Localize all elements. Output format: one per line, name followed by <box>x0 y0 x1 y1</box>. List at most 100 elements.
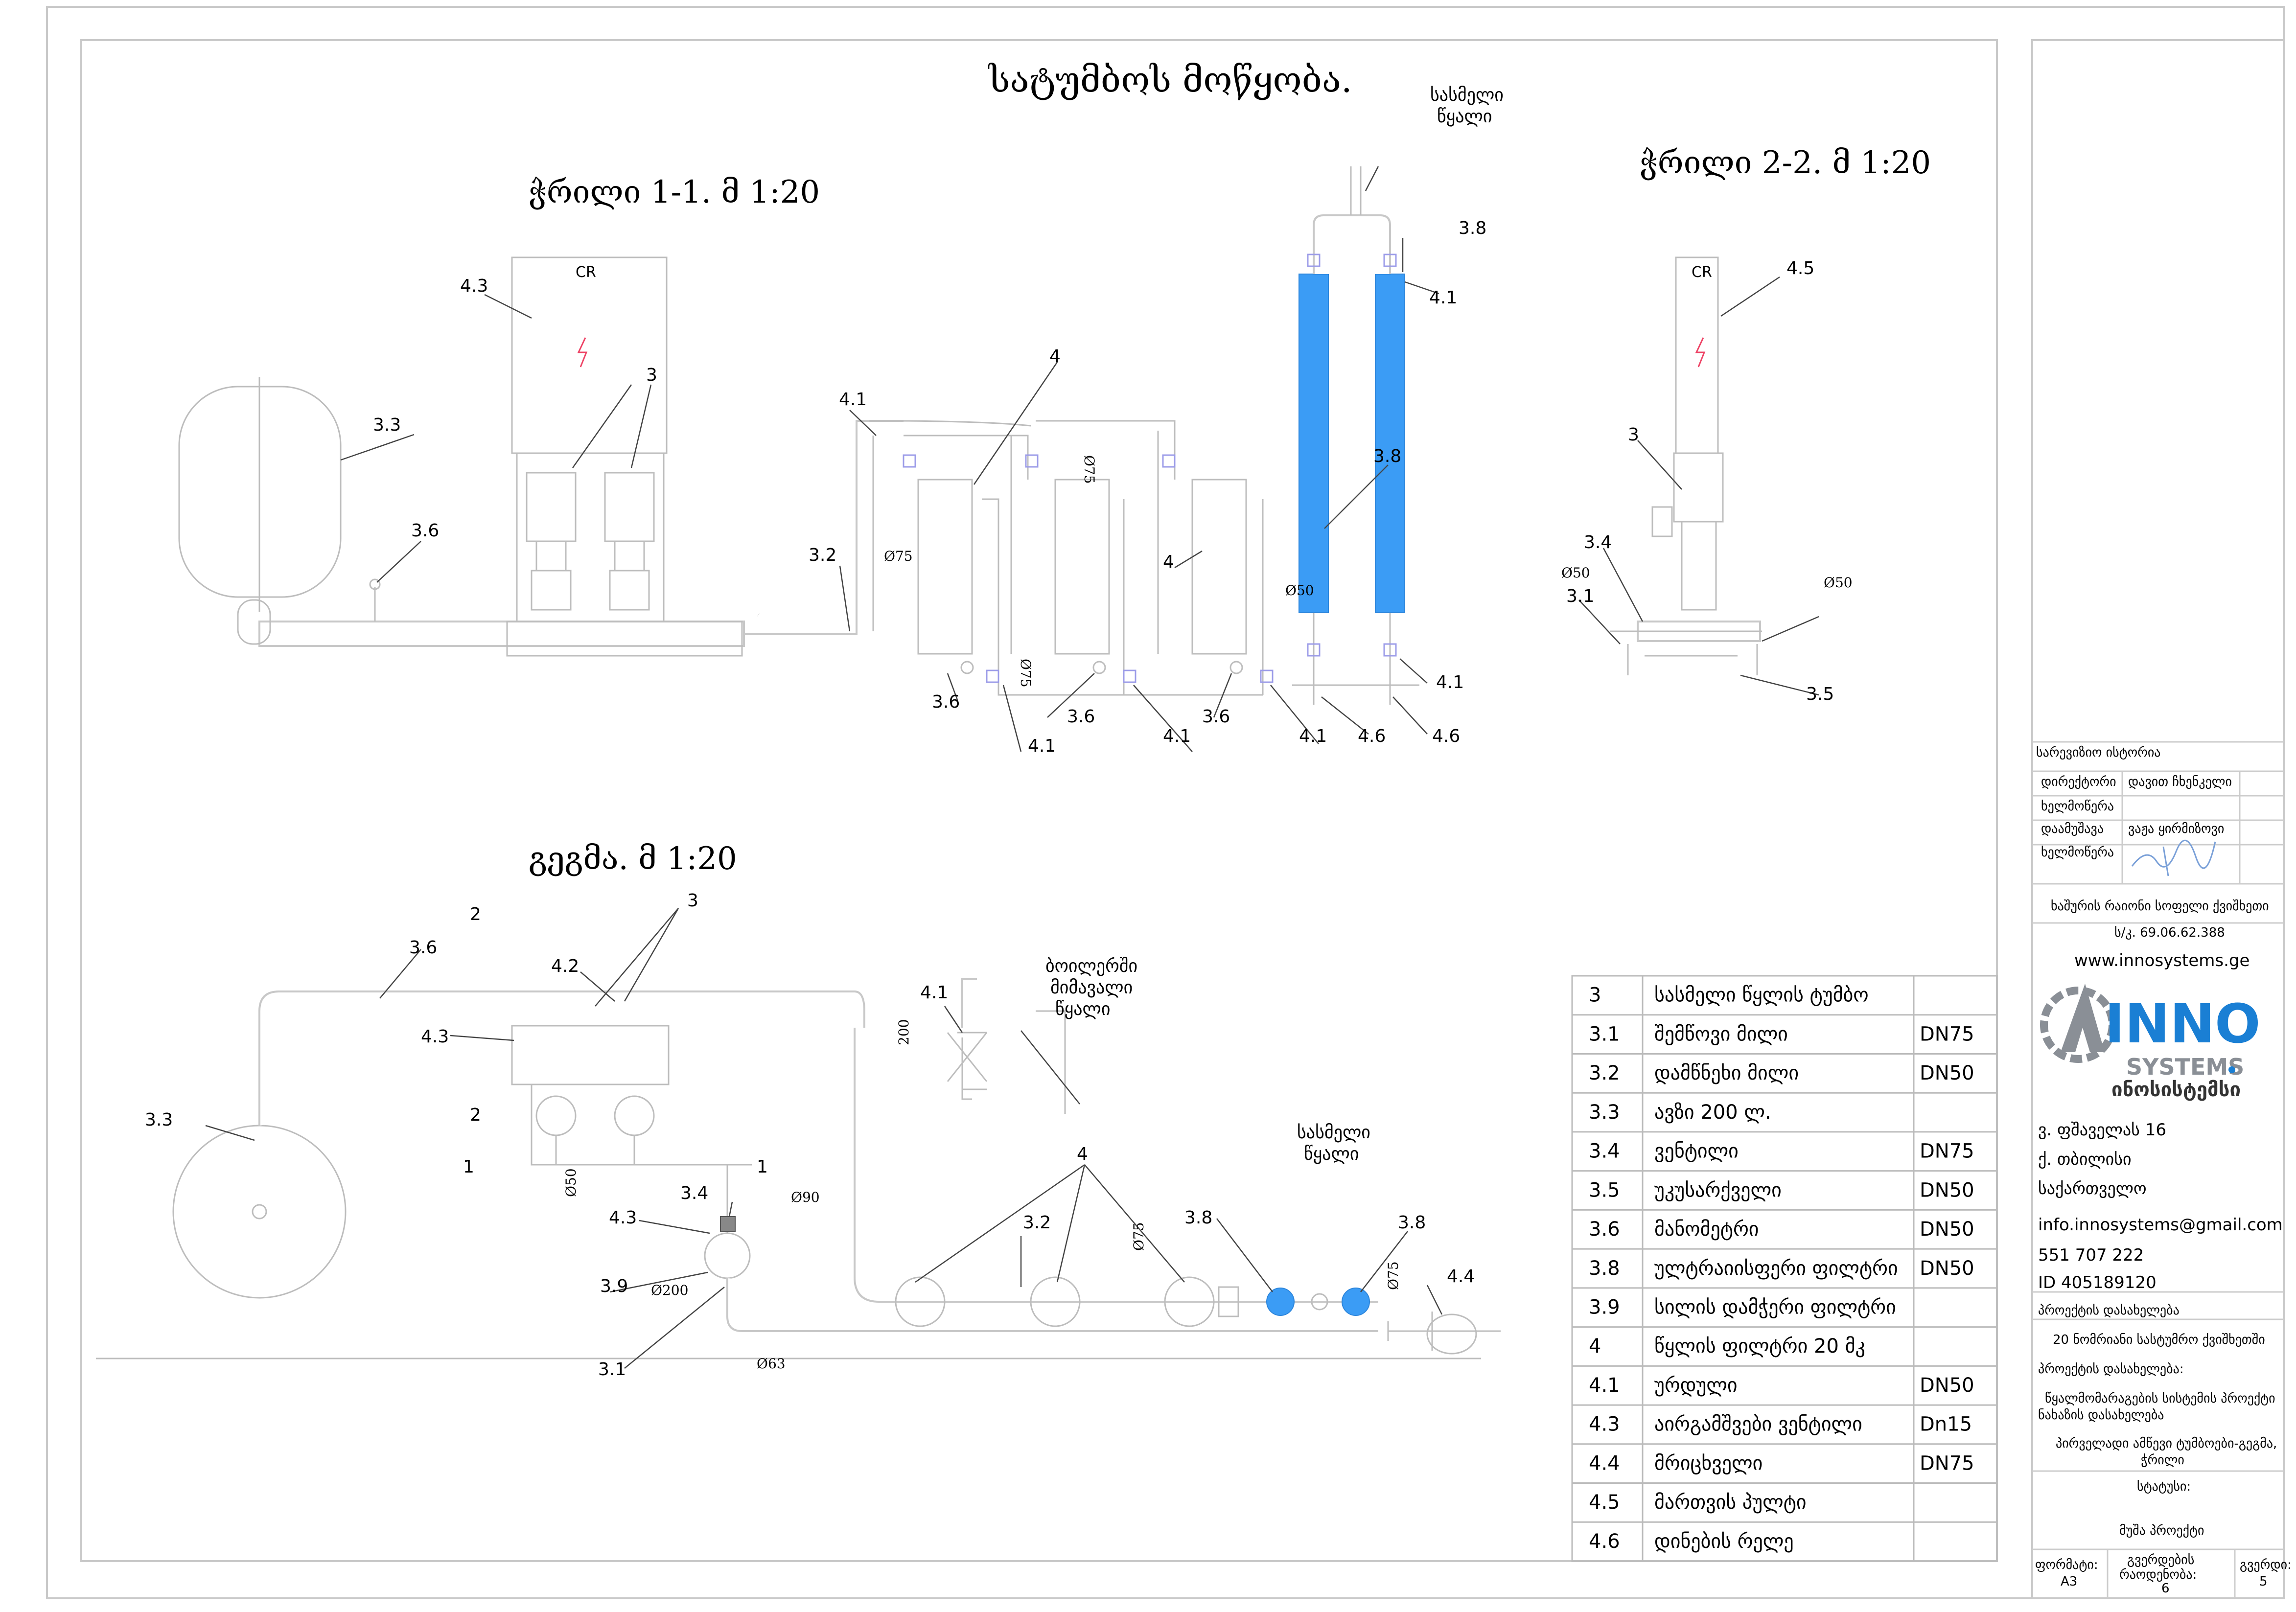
label-1-left: 1 <box>463 1157 474 1177</box>
label-4-1-a: 4.1 <box>1028 736 1056 756</box>
spec-row-name: სილის დამჭერი ფილტრი <box>1654 1296 1896 1318</box>
spec-row-name: ავზი 200 ლ. <box>1654 1101 1771 1124</box>
cr-mark: CR <box>576 264 596 281</box>
label-4-3-plan-b: 4.3 <box>609 1208 637 1228</box>
label-4-6-b: 4.6 <box>1432 726 1460 746</box>
project-title-label: პროექტის დასახელება: <box>2038 1362 2184 1377</box>
drinking-water-callout-line2: წყალი <box>1437 107 1492 127</box>
label-2-bottom: 2 <box>470 1105 481 1125</box>
label-d50-left: Ø50 <box>1561 565 1590 581</box>
label-3-6-a: 3.6 <box>932 692 960 712</box>
director-name: დავით ჩხენკელი <box>2128 775 2232 789</box>
label-3-5: 3.5 <box>1806 684 1834 704</box>
label-3-4-s2: 3.4 <box>1584 532 1612 553</box>
spec-row-size: DN50 <box>1920 1374 1974 1397</box>
label-4-2: 4.2 <box>551 956 579 976</box>
spec-row-size: DN50 <box>1920 1179 1974 1201</box>
spec-row-number: 3 <box>1589 984 1601 1007</box>
label-1-right: 1 <box>757 1157 768 1177</box>
spec-row-name: ულტრაიისფერი ფილტრი <box>1654 1257 1898 1280</box>
electric-warning-icon-2 <box>1695 337 1706 368</box>
spec-row-name: მართვის პულტი <box>1654 1491 1807 1514</box>
label-4-1-plan: 4.1 <box>920 983 948 1003</box>
city: ქ. თბილისი <box>2038 1150 2132 1169</box>
spec-row-name: ვენტილი <box>1654 1140 1739 1163</box>
spec-row-name: დინების რელე <box>1654 1530 1794 1553</box>
section-2-2-title: ჭრილი 2-2. მ 1:20 <box>1640 145 1931 181</box>
spec-row-size: DN50 <box>1920 1257 1974 1280</box>
drinking-callout-2-line1: სასმელი <box>1297 1123 1370 1143</box>
label-2-top: 2 <box>470 904 481 924</box>
label-3-1-plan: 3.1 <box>598 1359 626 1380</box>
spec-row-number: 4.1 <box>1589 1374 1620 1397</box>
director-label: დირექტორი <box>2041 775 2116 789</box>
label-3: 3 <box>646 365 657 385</box>
label-3-4-plan: 3.4 <box>680 1183 708 1203</box>
section-1-1-drawing: CR <box>178 85 1504 756</box>
email-link[interactable]: info.innosystems@gmail.com <box>2038 1215 2283 1235</box>
page-value: 5 <box>2259 1574 2268 1589</box>
filter-4-a <box>917 479 973 655</box>
filter-4-b <box>1054 479 1110 655</box>
spec-row-number: 3.9 <box>1589 1296 1620 1318</box>
label-4-1-b: 4.1 <box>1163 726 1191 746</box>
control-panel-plan <box>511 1025 670 1085</box>
section-1-1-title: ჭრილი 1-1. მ 1:20 <box>529 174 820 210</box>
control-panel-4-3 <box>511 256 668 454</box>
label-d75-c: Ø75 <box>1018 659 1034 688</box>
spec-row-number: 4.6 <box>1589 1530 1620 1553</box>
label-4-1-c: 4.1 <box>1299 726 1327 746</box>
status-value: მუშა პროექტი <box>2119 1523 2204 1538</box>
spec-row-number: 3.4 <box>1589 1140 1620 1163</box>
spec-row-number: 3.8 <box>1589 1257 1620 1280</box>
svg-text:CR: CR <box>1692 264 1712 281</box>
spec-row-name: წყლის ფილტრი 20 მკ <box>1654 1335 1865 1358</box>
drawing-title-line1: პირველადი ამწევი ტუმბოები-გეგმა, <box>2056 1436 2277 1451</box>
signature-label-2: ხელმოწერა <box>2041 845 2114 860</box>
plan-title: გეგმა. მ 1:20 <box>529 841 737 877</box>
page-label: გვერდი: <box>2240 1558 2292 1572</box>
label-3-8-mid: 3.8 <box>1373 446 1401 466</box>
label-3-s2: 3 <box>1628 425 1639 445</box>
label-3-8-plan-b: 3.8 <box>1398 1213 1426 1233</box>
label-3-3: 3.3 <box>373 415 401 435</box>
drinking-water-callout-line1: სასმელი <box>1430 85 1504 105</box>
innosystems-logo: INNO SYSTEMS ინოსისტემსი <box>2040 984 2261 1101</box>
pages-count-label-2: რაოდენობა: <box>2119 1567 2197 1582</box>
drawing-name-label: ნახაზის დასახელება <box>2038 1408 2164 1423</box>
spec-row-number: 3.6 <box>1589 1218 1620 1241</box>
spec-row-name: აირგამშვები ვენტილი <box>1654 1413 1862 1436</box>
label-4-3-plan: 4.3 <box>421 1027 449 1047</box>
label-3-6-c: 3.6 <box>1202 707 1230 727</box>
label-4-1-top: 4.1 <box>1429 288 1457 308</box>
spec-row-size: DN50 <box>1920 1062 1974 1084</box>
label-d63: Ø63 <box>757 1356 786 1372</box>
format-label: ფორმატი: <box>2035 1558 2098 1572</box>
sheet-outer-frame <box>46 6 2285 1599</box>
spec-row-number: 4.5 <box>1589 1491 1620 1514</box>
label-4-1: 4.1 <box>839 390 867 410</box>
drawing-title-line2: ჭრილი <box>2141 1453 2184 1468</box>
spec-row-name: დამწნეხი მილი <box>1654 1062 1799 1084</box>
meter-4-4 <box>1426 1313 1477 1355</box>
filter-4-c <box>1191 479 1247 655</box>
plan-drawing: 2 3 3.6 4.2 4.3 3.3 2 1 1 Ø50 3.4 4.3 Ø9… <box>96 891 1501 1380</box>
signature-graphic <box>2131 840 2216 876</box>
valve-3-4-plan <box>720 1216 736 1232</box>
format-value: A3 <box>2061 1574 2077 1589</box>
street-address: ვ. ფშაველას 16 <box>2038 1120 2166 1140</box>
label-d75-a: Ø75 <box>884 548 913 564</box>
spec-row-number: 3.5 <box>1589 1179 1620 1201</box>
label-d75-b: Ø75 <box>1081 455 1097 484</box>
label-4-b: 4 <box>1163 552 1174 572</box>
website-link[interactable]: www.innosystems.ge <box>2074 951 2250 970</box>
label-4-1-d: 4.1 <box>1436 672 1464 692</box>
drawing-frame <box>80 39 1998 1562</box>
label-4-4: 4.4 <box>1447 1267 1475 1287</box>
spec-row-name: სასმელი წყლის ტუმბო <box>1654 984 1869 1007</box>
spec-row-name: მანომეტრი <box>1654 1218 1759 1241</box>
developer-name: ვაჟა ყირმიზოვი <box>2128 822 2224 836</box>
label-3-6: 3.6 <box>411 521 439 541</box>
spec-row-name: შემწოვი მილი <box>1654 1023 1788 1045</box>
